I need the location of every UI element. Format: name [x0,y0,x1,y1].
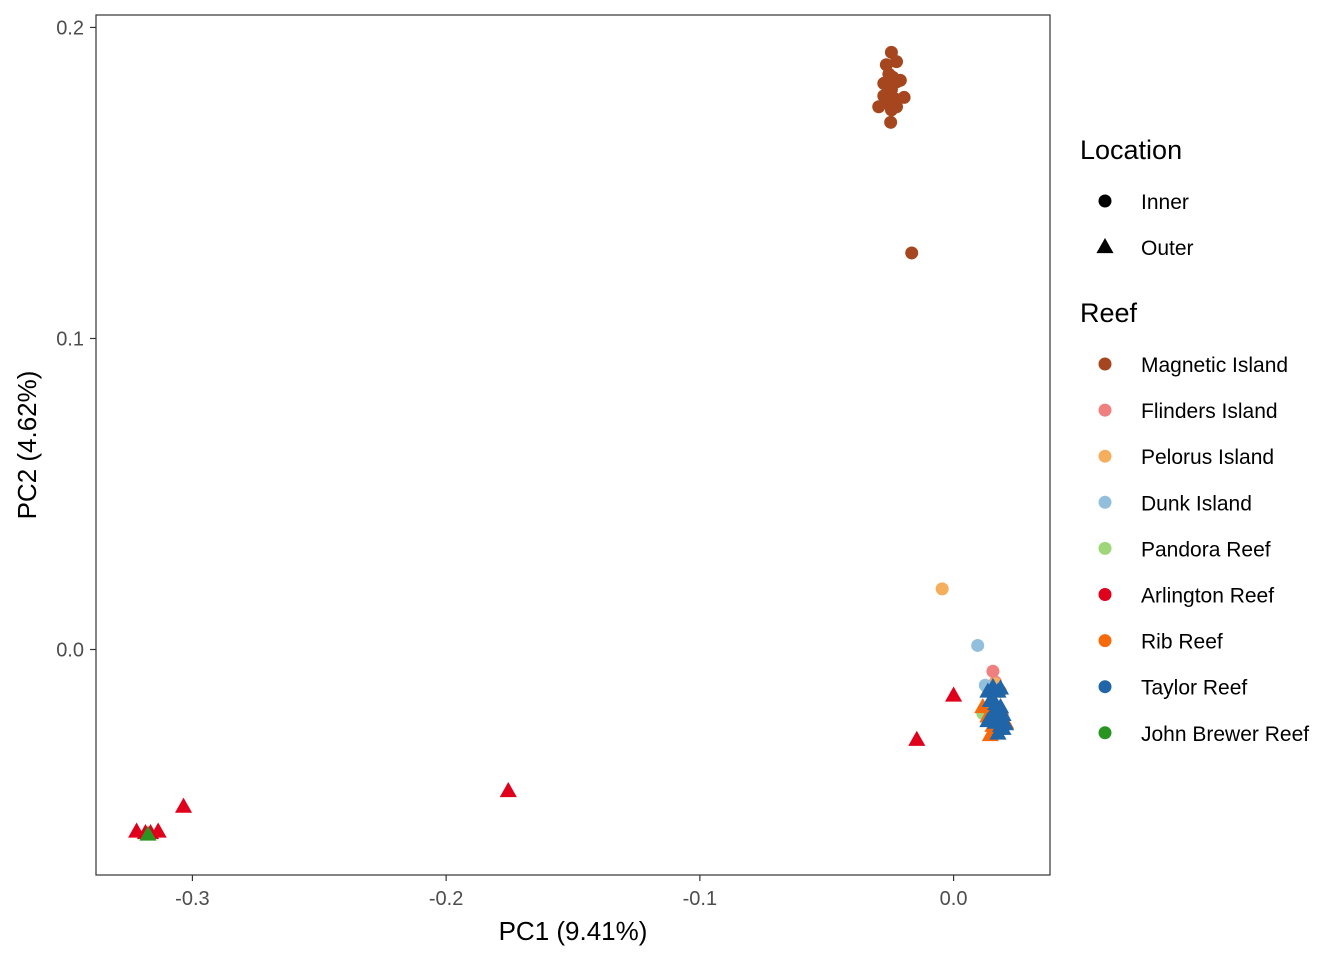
data-point [935,582,949,596]
legend-title-location: Location [1080,135,1182,165]
x-tick-label: -0.2 [429,888,463,910]
data-point [884,103,898,117]
data-point [997,715,1015,731]
data-point [139,825,157,841]
legend-label: Inner [1141,191,1189,214]
legend-key-swatch [1098,449,1112,463]
legend-label: Outer [1141,237,1194,260]
legend: Location Inner Outer Reef Magnetic Island Fli… [1080,135,1309,746]
x-tick-label: -0.3 [175,888,209,910]
data-point [499,782,517,798]
legend-label: Pelorus Island [1141,446,1274,469]
data-point [994,705,1012,721]
legend-title-reef: Reef [1080,298,1138,328]
legend-key-swatch [1098,357,1112,371]
legend-key-triangle [1096,238,1114,254]
legend-label: Arlington Reef [1141,585,1274,608]
y-tick-label: 0.2 [56,17,84,39]
data-point [986,664,1000,678]
data-point [897,90,911,104]
y-tick-label: 0.1 [56,328,84,350]
legend-label: Pandora Reef [1141,538,1271,561]
plot-panel [95,14,1051,876]
legend-key-swatch [1098,726,1112,740]
series-john-brewer-reef [139,825,157,841]
data-point [991,679,1010,695]
legend-label: Taylor Reef [1141,677,1247,700]
legend-label: Dunk Island [1141,492,1252,515]
x-tick-label: -0.1 [683,888,717,910]
legend-key-circle [1098,194,1112,208]
legend-key-swatch [1098,634,1112,648]
data-point [872,100,886,114]
data-point [905,246,919,260]
data-point [908,730,926,746]
legend-label: John Brewer Reef [1141,723,1309,746]
data-point [971,638,985,652]
data-point [174,797,193,813]
data-point [945,686,963,702]
legend-key-swatch [1098,680,1112,694]
data-point [149,822,167,838]
data-point [989,724,1007,740]
series-taylor-reef [979,677,1015,740]
legend-label: Flinders Island [1141,400,1278,423]
legend-key-swatch [1098,403,1112,417]
x-tick-label: 0.0 [940,888,968,910]
x-axis-title: PC1 (9.41%) [499,916,648,946]
legend-label: Magnetic Island [1141,354,1288,377]
series-magnetic-island [872,45,919,260]
axes: -0.3 -0.2 -0.1 0.0 0.0 0.1 0.2 [56,17,967,910]
data-point [893,73,907,87]
data-points [128,45,1015,841]
data-point [889,55,903,69]
legend-key-swatch [1098,541,1112,555]
data-point [884,115,898,129]
legend-key-swatch [1098,495,1112,509]
legend-key-swatch [1098,588,1112,601]
legend-label: Rib Reef [1141,631,1223,654]
y-axis-title: PC2 (4.62%) [12,371,42,520]
y-tick-label: 0.0 [56,640,84,662]
